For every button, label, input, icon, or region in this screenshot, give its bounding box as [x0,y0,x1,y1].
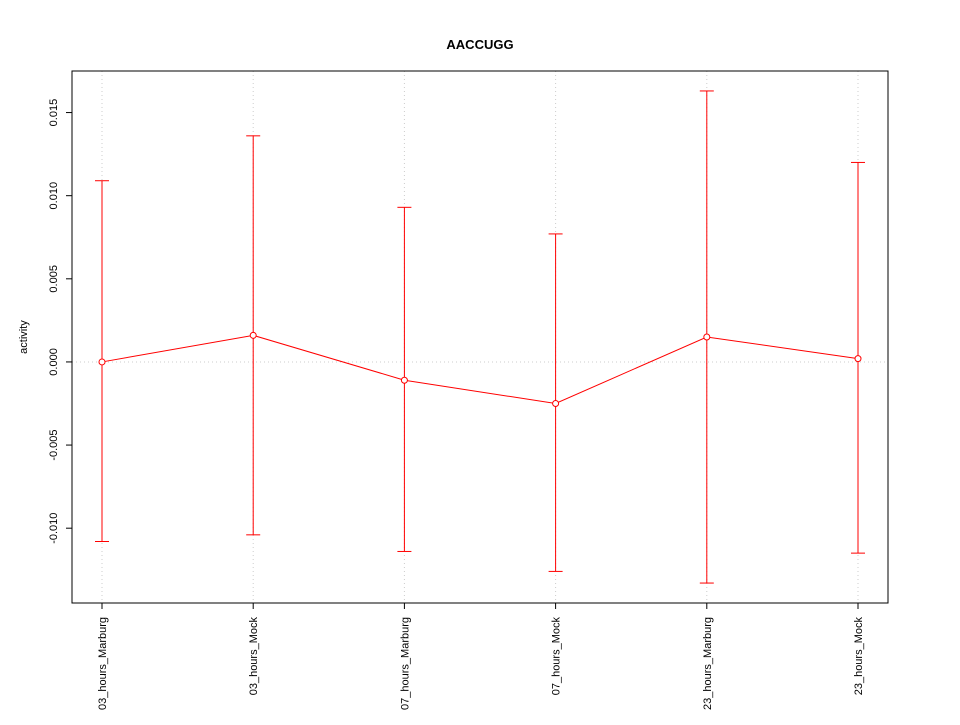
y-axis-label: activity [18,320,30,354]
series-layer [95,90,865,584]
y-tick-label: -0.010 [48,513,60,544]
x-tick-label: 07_hours_Mock [551,617,563,696]
x-tick-label: 23_hours_Marburg [702,617,714,710]
axes: -0.010 -0.005 0.000 0.005 0.010 0.015 03_hours… [48,70,889,710]
chart-title: AACCUGG [446,37,513,52]
data-point [400,376,408,384]
data-point [249,331,257,339]
y-tick-label: 0.005 [48,265,60,293]
y-tick-label: -0.005 [48,429,60,460]
grid [72,71,888,603]
y-tick-label: 0.015 [48,99,60,127]
data-point [98,358,106,366]
data-point [552,400,560,407]
plot-frame [71,70,889,604]
series-line [101,334,859,405]
x-tick-label: 23_hours_Mock [853,617,865,696]
x-tick-label: 07_hours_Marburg [399,617,411,710]
x-tick-label: 03_hours_Marburg [97,617,109,710]
data-point [854,355,862,363]
data-point [703,333,711,341]
y-tick-label: 0.000 [48,348,60,376]
y-tick-label: 0.010 [48,182,60,210]
x-tick-label: 03_hours_Mock [248,617,260,696]
